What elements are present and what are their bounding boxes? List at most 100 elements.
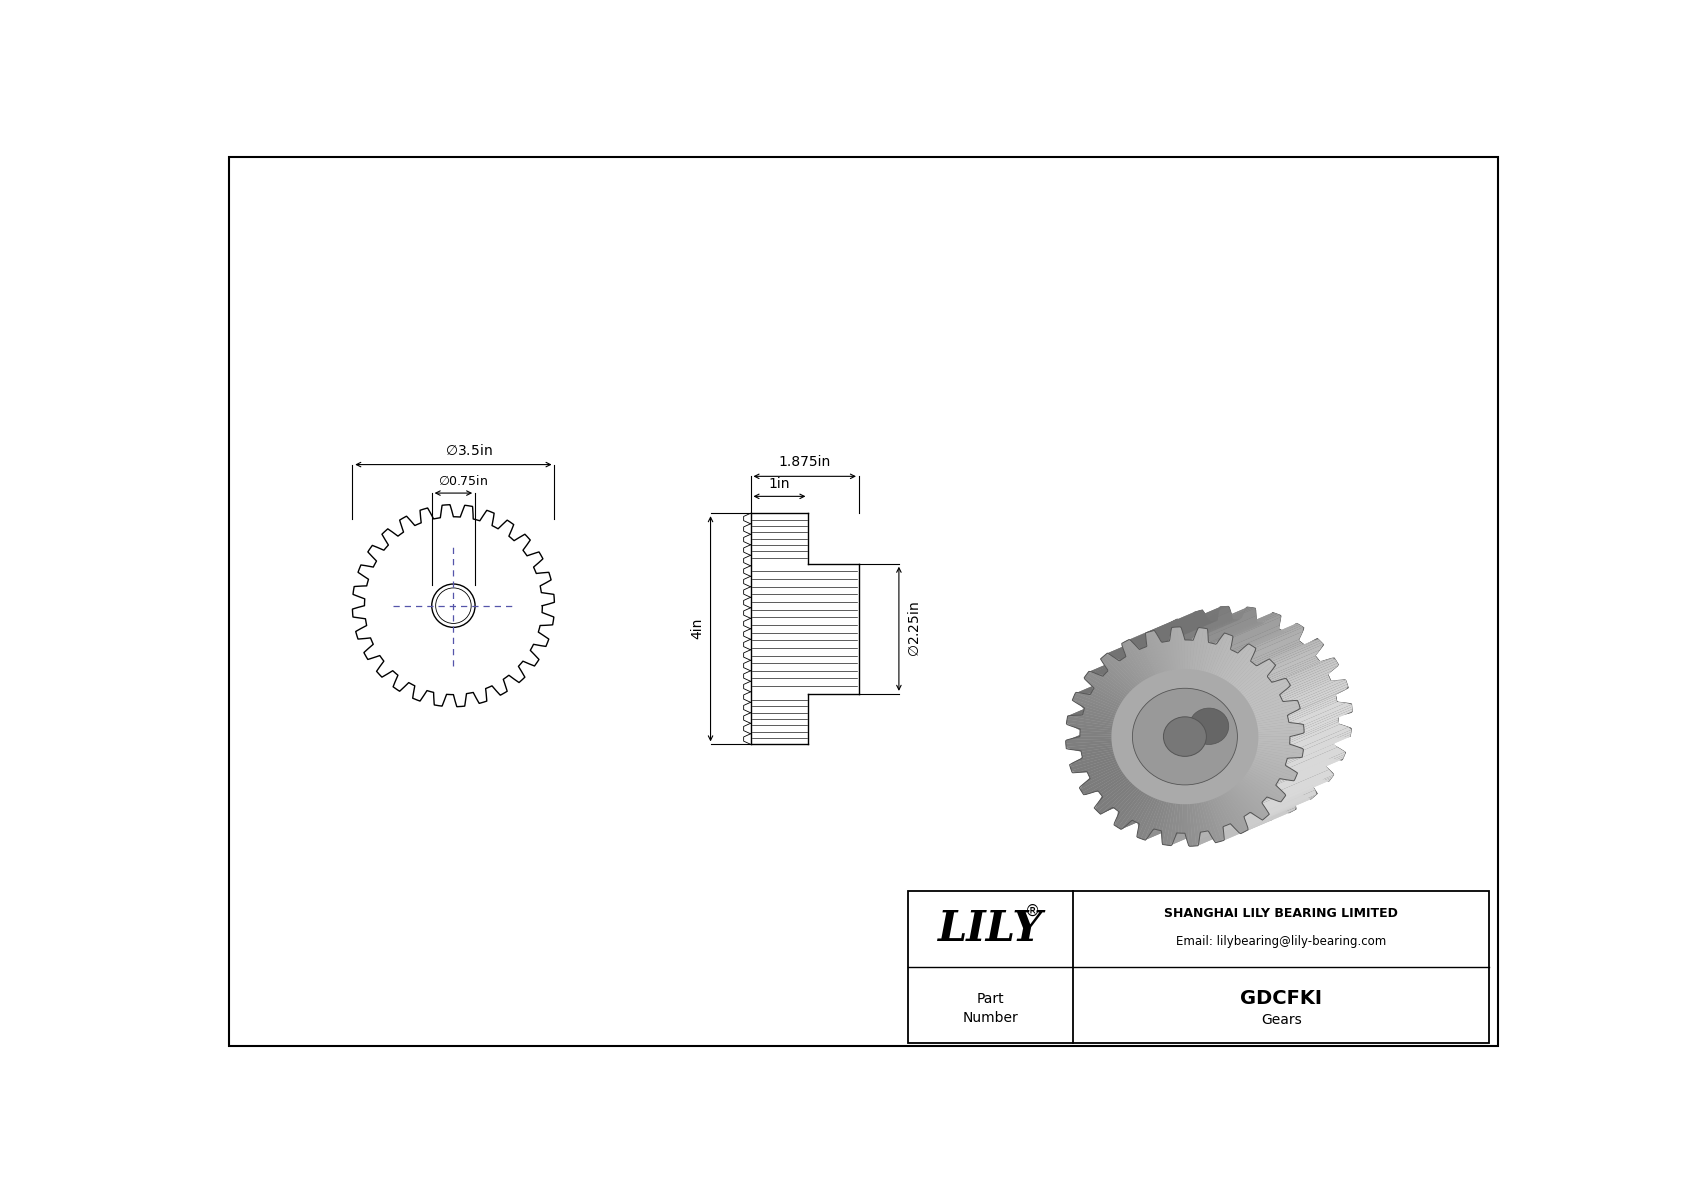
Polygon shape — [1233, 786, 1266, 819]
Polygon shape — [1253, 761, 1297, 780]
Polygon shape — [1283, 777, 1332, 799]
Polygon shape — [1189, 635, 1196, 669]
Polygon shape — [1138, 817, 1189, 838]
Text: $\emptyset$2.25in: $\emptyset$2.25in — [906, 601, 921, 656]
Polygon shape — [1243, 678, 1270, 697]
Polygon shape — [1066, 626, 1303, 847]
Polygon shape — [1255, 755, 1290, 768]
Polygon shape — [1231, 629, 1282, 651]
Polygon shape — [1101, 785, 1135, 815]
Polygon shape — [1081, 685, 1132, 709]
Polygon shape — [1150, 800, 1164, 833]
Polygon shape — [1165, 641, 1174, 671]
Polygon shape — [1258, 718, 1288, 727]
Polygon shape — [1105, 673, 1130, 693]
Polygon shape — [1238, 628, 1292, 653]
Polygon shape — [1120, 659, 1142, 684]
Polygon shape — [1278, 759, 1327, 781]
Polygon shape — [1256, 710, 1298, 722]
Polygon shape — [1071, 754, 1115, 767]
Polygon shape — [1101, 654, 1152, 675]
Polygon shape — [1266, 794, 1317, 817]
Polygon shape — [1162, 816, 1211, 844]
Polygon shape — [1282, 679, 1330, 701]
Polygon shape — [1187, 821, 1238, 847]
Polygon shape — [1086, 654, 1135, 675]
Polygon shape — [1127, 641, 1152, 678]
Polygon shape — [1088, 672, 1127, 697]
Polygon shape — [1169, 632, 1175, 669]
Polygon shape — [1106, 669, 1132, 692]
Polygon shape — [1258, 734, 1303, 736]
Polygon shape — [1073, 752, 1128, 773]
Polygon shape — [1192, 618, 1243, 640]
Polygon shape — [1091, 669, 1142, 692]
Polygon shape — [1298, 703, 1352, 725]
Polygon shape — [1276, 765, 1329, 790]
Polygon shape — [1256, 706, 1300, 719]
Polygon shape — [1202, 607, 1253, 629]
Polygon shape — [1228, 790, 1250, 815]
Polygon shape — [1143, 626, 1194, 648]
Polygon shape — [1068, 698, 1115, 721]
Polygon shape — [1091, 686, 1122, 704]
Polygon shape — [1101, 636, 1152, 659]
Polygon shape — [1137, 799, 1159, 838]
Polygon shape — [1233, 665, 1258, 687]
Polygon shape — [1302, 735, 1351, 757]
Polygon shape — [1071, 716, 1128, 738]
Polygon shape — [1236, 785, 1270, 817]
Polygon shape — [1283, 666, 1339, 692]
Polygon shape — [1098, 782, 1133, 815]
Polygon shape — [1250, 767, 1278, 784]
Polygon shape — [1113, 787, 1162, 809]
Polygon shape — [1182, 812, 1233, 834]
Polygon shape — [1297, 754, 1346, 777]
Polygon shape — [1229, 656, 1253, 685]
Polygon shape — [1106, 654, 1138, 686]
Polygon shape — [1182, 804, 1186, 834]
Polygon shape — [1160, 619, 1211, 642]
Polygon shape — [1095, 780, 1130, 809]
Polygon shape — [1123, 656, 1143, 682]
Polygon shape — [1174, 626, 1180, 669]
Polygon shape — [1258, 722, 1298, 728]
Polygon shape — [1073, 752, 1113, 763]
Polygon shape — [1270, 640, 1320, 661]
Polygon shape — [1229, 788, 1256, 817]
Polygon shape — [1228, 648, 1255, 684]
Polygon shape — [1081, 712, 1113, 722]
Polygon shape — [1123, 621, 1174, 643]
Polygon shape — [1068, 694, 1125, 716]
Polygon shape — [1204, 811, 1255, 831]
Polygon shape — [1118, 807, 1169, 829]
Polygon shape — [1130, 619, 1184, 646]
Polygon shape — [1113, 606, 1352, 825]
Polygon shape — [1079, 730, 1111, 735]
Polygon shape — [1115, 791, 1143, 828]
Polygon shape — [1148, 611, 1199, 632]
Polygon shape — [1196, 803, 1204, 833]
Polygon shape — [1196, 628, 1207, 671]
Polygon shape — [1086, 673, 1138, 694]
Polygon shape — [1066, 723, 1111, 730]
Polygon shape — [1287, 738, 1335, 761]
Polygon shape — [1266, 790, 1317, 815]
Polygon shape — [1270, 659, 1319, 681]
Ellipse shape — [1164, 717, 1206, 756]
Polygon shape — [1101, 656, 1135, 688]
Polygon shape — [1125, 632, 1174, 657]
Polygon shape — [1086, 651, 1137, 674]
Polygon shape — [1298, 711, 1352, 735]
Polygon shape — [1191, 825, 1241, 847]
Polygon shape — [1162, 824, 1212, 844]
Polygon shape — [1219, 613, 1271, 641]
Polygon shape — [1091, 690, 1120, 706]
Polygon shape — [1236, 631, 1285, 653]
Polygon shape — [1098, 774, 1125, 793]
Polygon shape — [1244, 774, 1283, 802]
Polygon shape — [1231, 615, 1282, 637]
Polygon shape — [1255, 703, 1300, 718]
Polygon shape — [1297, 752, 1346, 775]
Polygon shape — [1175, 606, 1226, 628]
